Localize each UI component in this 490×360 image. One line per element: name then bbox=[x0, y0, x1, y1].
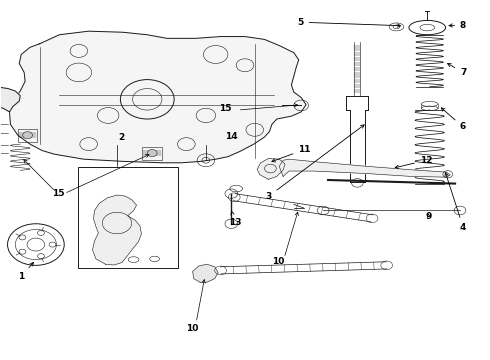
Text: 3: 3 bbox=[266, 125, 364, 201]
Polygon shape bbox=[193, 264, 218, 282]
Text: 4: 4 bbox=[445, 173, 466, 232]
Text: 2: 2 bbox=[119, 133, 125, 142]
Polygon shape bbox=[9, 31, 306, 163]
Text: 15: 15 bbox=[219, 104, 232, 113]
Text: 10: 10 bbox=[186, 324, 198, 333]
Bar bbox=[78, 167, 178, 268]
Text: 12: 12 bbox=[395, 156, 432, 168]
Text: 7: 7 bbox=[447, 63, 466, 77]
Polygon shape bbox=[93, 195, 142, 265]
Polygon shape bbox=[279, 159, 450, 177]
Text: 10: 10 bbox=[272, 257, 284, 266]
Text: 6: 6 bbox=[441, 108, 466, 131]
Text: 9: 9 bbox=[426, 212, 432, 221]
Text: 8: 8 bbox=[449, 21, 466, 30]
Text: 11: 11 bbox=[272, 145, 311, 162]
Polygon shape bbox=[0, 87, 20, 112]
Text: 15: 15 bbox=[52, 189, 65, 198]
Bar bbox=[143, 147, 162, 159]
Polygon shape bbox=[257, 158, 285, 179]
Text: 13: 13 bbox=[229, 211, 241, 227]
Text: 1: 1 bbox=[18, 262, 33, 281]
Text: 14: 14 bbox=[225, 131, 238, 140]
Bar bbox=[18, 129, 37, 141]
Text: 5: 5 bbox=[297, 18, 401, 27]
